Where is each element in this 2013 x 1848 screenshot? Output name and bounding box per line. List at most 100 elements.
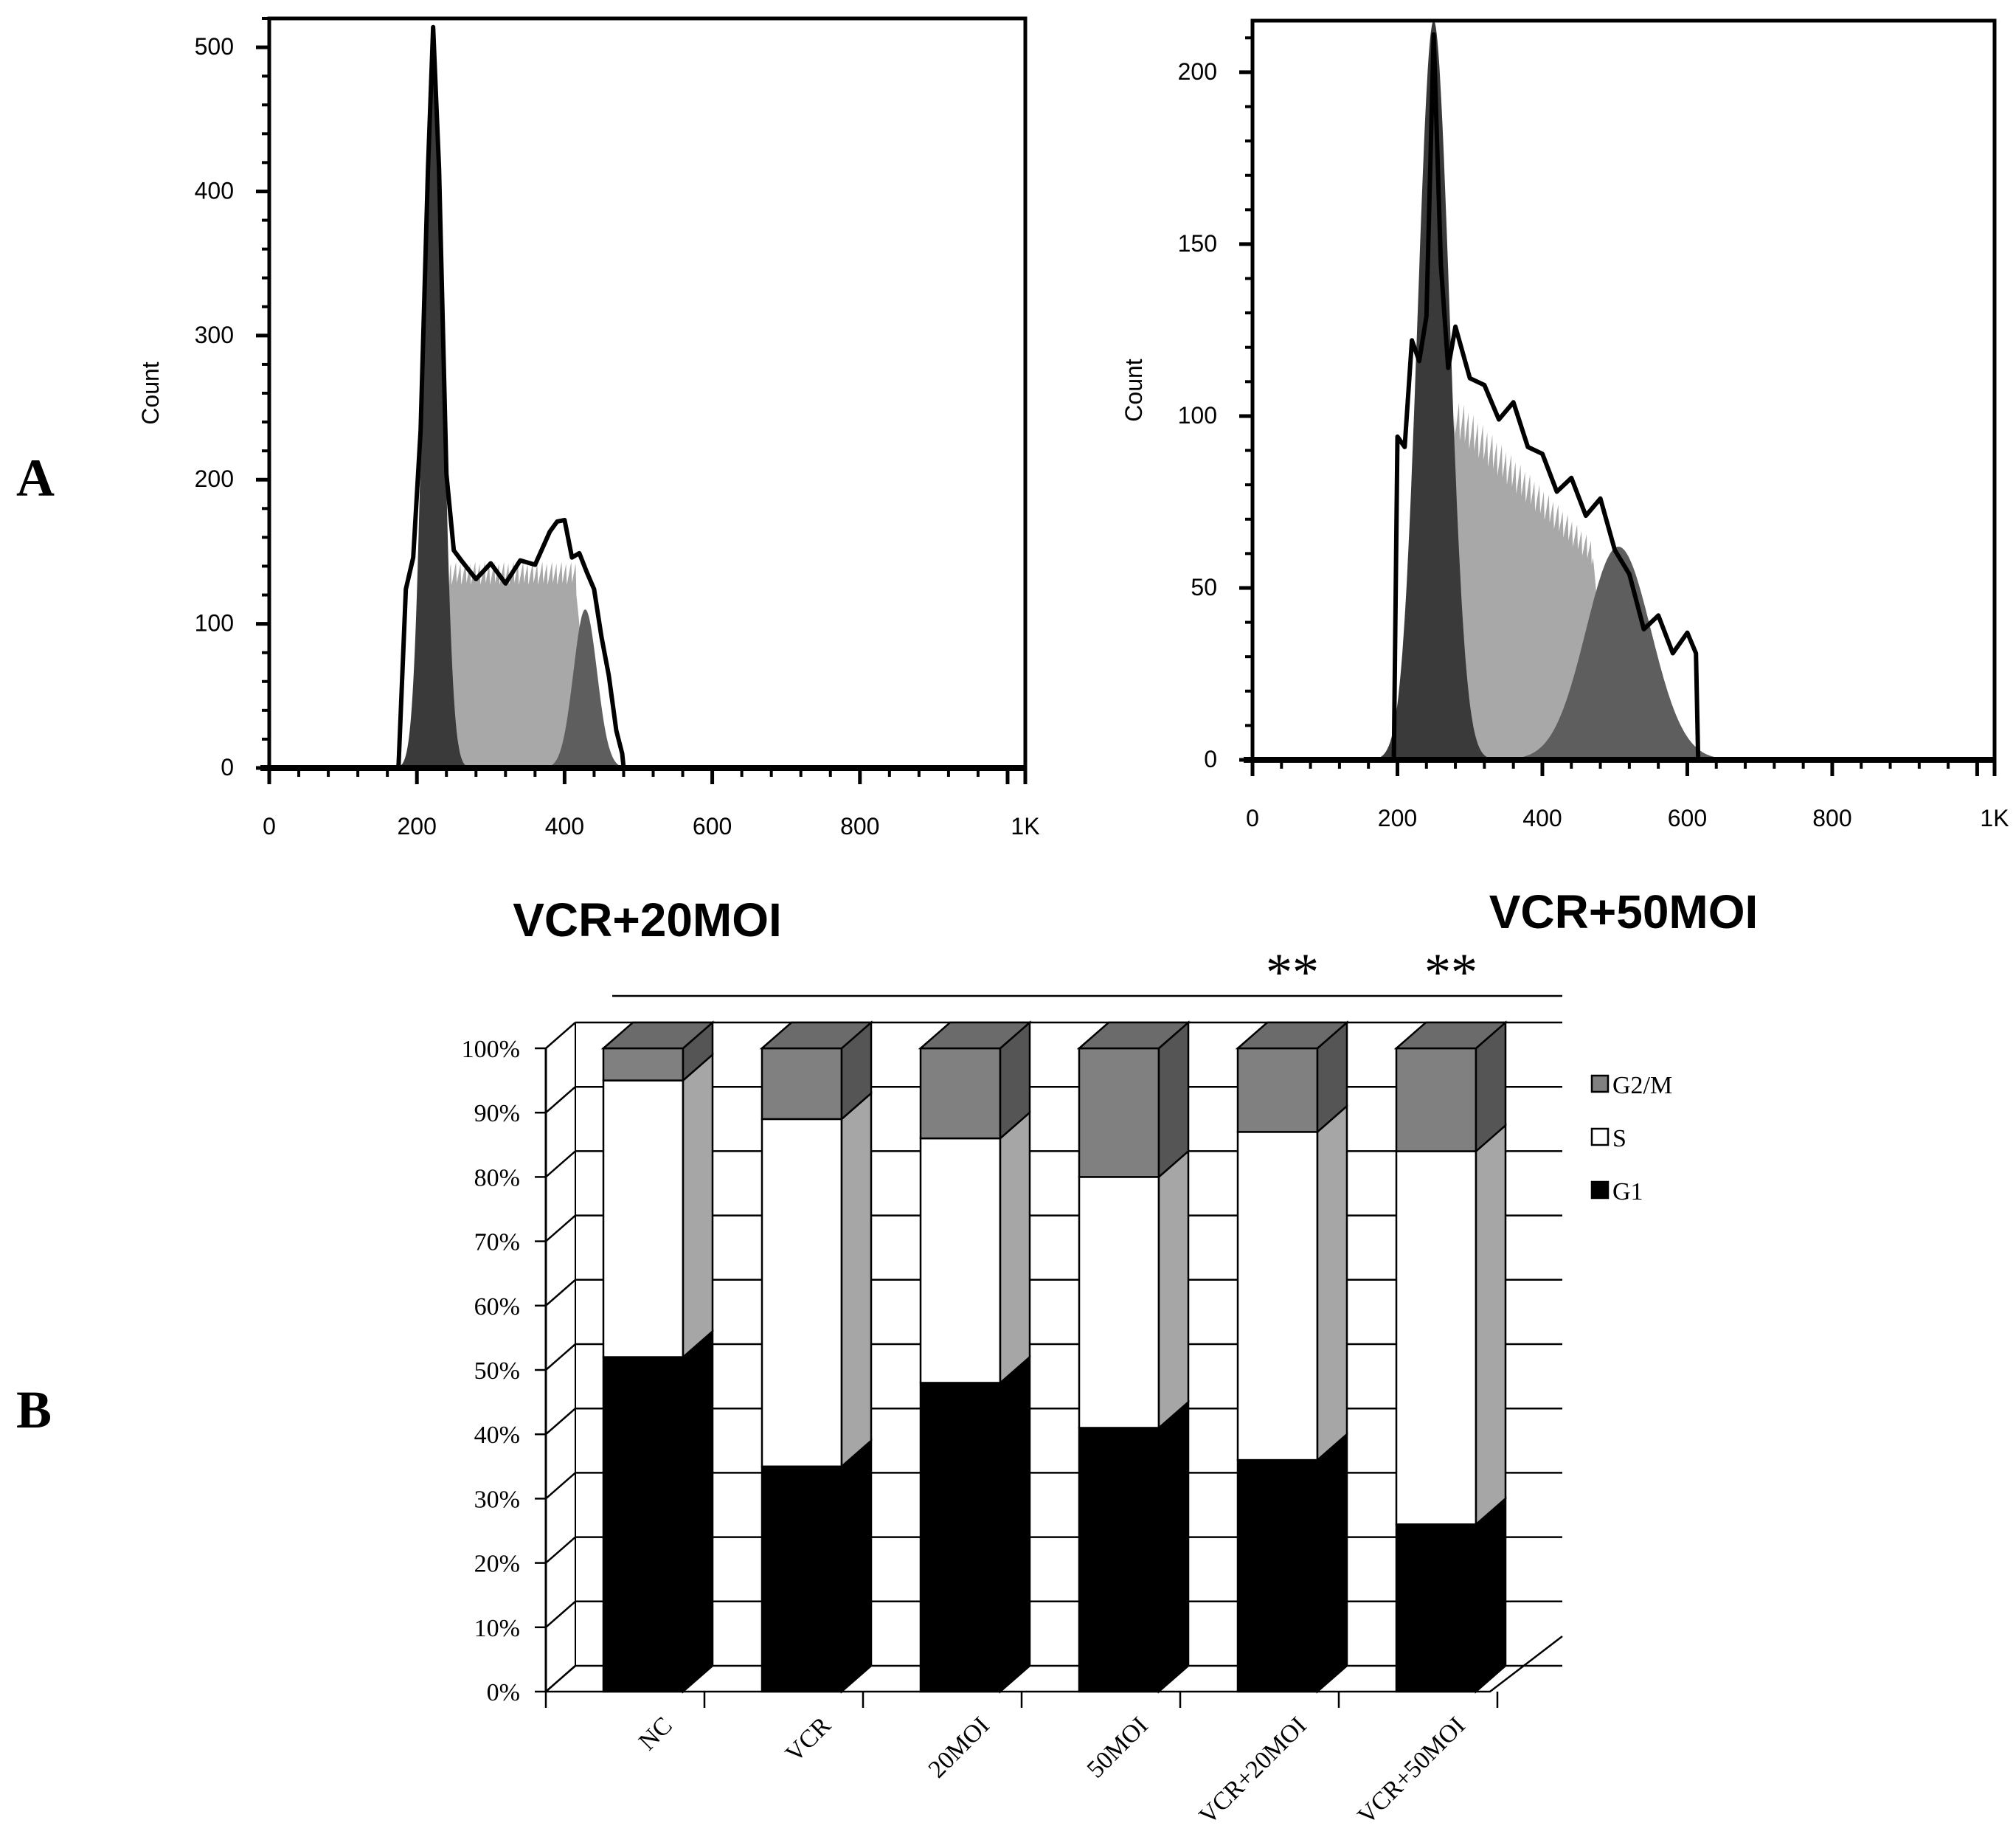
hist-outline xyxy=(269,24,1025,770)
hist-fill-g1 xyxy=(1370,21,1498,760)
hist-fill-g2m xyxy=(1488,547,1749,760)
hist-fill-s xyxy=(1442,402,1607,760)
bar-g1-front xyxy=(1395,1523,1477,1693)
bar-g2m-front xyxy=(919,1047,1002,1140)
bar-g1-front xyxy=(1236,1458,1319,1693)
y-tick-label: 300 xyxy=(195,322,234,348)
bar-s-side xyxy=(682,1052,714,1360)
bar-g1-side xyxy=(1157,1399,1190,1694)
gridline-side xyxy=(545,1214,576,1242)
legend-label: G1 xyxy=(1612,1178,1643,1205)
bar-g1-side xyxy=(840,1439,873,1694)
hist-outline xyxy=(1253,32,1995,762)
y-tick-label: 500 xyxy=(195,33,234,60)
x-tick-label: 600 xyxy=(693,813,732,840)
bar-top xyxy=(1076,1021,1191,1050)
gridline-side xyxy=(545,1150,576,1178)
bar-g2m-front xyxy=(760,1047,843,1121)
y-tick-label: 0 xyxy=(1204,746,1217,772)
x-tick-label: 400 xyxy=(545,813,584,840)
hist-fill-s xyxy=(437,561,589,768)
bar-s-front xyxy=(602,1079,685,1358)
y-tick-label: 10% xyxy=(474,1615,520,1642)
y-tick-label: 20% xyxy=(474,1551,520,1578)
x-tick-label: VCR+50MOI xyxy=(1353,1712,1471,1830)
bar-top xyxy=(759,1021,874,1050)
y-tick-label: 400 xyxy=(195,177,234,204)
bar-s-front xyxy=(1395,1150,1477,1526)
plot-frame xyxy=(267,16,1028,770)
bar-s-front xyxy=(1236,1131,1319,1461)
histogram-vcr-20moi: 0 100 200 300 400 500 0 200 400 600 800 1K Count VCR+… xyxy=(137,16,1040,947)
y-tick-label: 70% xyxy=(474,1229,520,1256)
significance-marker: ** xyxy=(1424,943,1477,1002)
bar-g2m-front xyxy=(1236,1047,1319,1133)
legend-swatch-g2m xyxy=(1590,1074,1610,1093)
bar-g2m-front xyxy=(1078,1047,1160,1178)
bar-s-front xyxy=(1078,1176,1160,1429)
bar-s-side xyxy=(1475,1123,1507,1527)
panel-label-a: A xyxy=(16,449,55,508)
y-tick-label: 50% xyxy=(474,1357,520,1385)
legend-label: G2/M xyxy=(1612,1072,1672,1099)
x-tick-label: 200 xyxy=(398,813,437,840)
bar-g2m-front xyxy=(1395,1047,1477,1152)
y-tick-label: 200 xyxy=(1178,58,1217,85)
hist-fill-g1 xyxy=(395,32,472,768)
y-tick-label: 100 xyxy=(1178,402,1217,429)
x-tick-label: 200 xyxy=(1378,805,1417,831)
gridline-side xyxy=(545,1343,576,1371)
y-tick-label: 0% xyxy=(487,1679,520,1706)
x-tick-label: 50MOI xyxy=(1082,1712,1154,1783)
bar-g1-front xyxy=(1078,1427,1160,1693)
x-tick-label: 0 xyxy=(263,813,276,840)
y-tick-label: 0 xyxy=(221,754,234,781)
panel-label-b: B xyxy=(16,1380,52,1439)
y-tick-label: 150 xyxy=(1178,230,1217,257)
legend-swatch-g1 xyxy=(1590,1180,1610,1200)
y-tick-label: 50 xyxy=(1191,574,1217,601)
y-tick-label: 200 xyxy=(195,466,234,492)
bar-s-side xyxy=(1157,1149,1190,1430)
x-tick-label: 1K xyxy=(1980,805,2009,831)
bar-s-side xyxy=(840,1091,873,1469)
gridline-side xyxy=(545,1022,576,1049)
bar-s-side xyxy=(1316,1104,1348,1462)
bar-g1-front xyxy=(919,1382,1002,1693)
gridline-side xyxy=(545,1600,576,1628)
bar-s-side xyxy=(999,1110,1031,1385)
bar-s-front xyxy=(919,1137,1002,1384)
bar-g2m-front xyxy=(602,1047,685,1082)
bar-top xyxy=(918,1021,1033,1050)
y-tick-label: 100 xyxy=(195,610,234,637)
x-tick-label: 800 xyxy=(840,813,879,840)
bar-g1-front xyxy=(602,1356,685,1693)
x-tick-label: 1K xyxy=(1011,813,1039,840)
gridline-side xyxy=(545,1536,576,1564)
hist-fill-g2m xyxy=(538,609,633,768)
x-tick-label: 400 xyxy=(1522,805,1562,831)
x-tick-label: VCR xyxy=(780,1712,836,1768)
bar-top xyxy=(600,1021,716,1050)
bar-s-front xyxy=(760,1118,843,1468)
gridline-side xyxy=(545,1086,576,1114)
gridline-side xyxy=(545,1472,576,1500)
bar-g1-front xyxy=(760,1465,843,1693)
bar-g1-side xyxy=(1475,1496,1507,1694)
x-tick-label: 20MOI xyxy=(924,1712,995,1783)
x-tick-label: 800 xyxy=(1812,805,1851,831)
y-tick-label: 30% xyxy=(474,1486,520,1513)
bar-g1-side xyxy=(999,1354,1031,1694)
y-tick-label: 90% xyxy=(474,1100,520,1127)
y-tick-label: 100% xyxy=(462,1036,520,1063)
y-axis-label: Count xyxy=(137,361,164,425)
gridline-side xyxy=(545,1278,576,1307)
x-tick-label: 0 xyxy=(1246,805,1259,831)
stacked-bar-chart-cell-cycle: 0% 10% 20% 30% 40% 50% 60% 70% 80% 90% 100% NC VCR 20… xyxy=(462,943,1673,1830)
y-tick-label: 60% xyxy=(474,1293,520,1321)
bar-top xyxy=(1393,1021,1508,1050)
bar-g1-side xyxy=(1316,1432,1348,1694)
x-tick-label: VCR+20MOI xyxy=(1194,1712,1312,1830)
bar-top xyxy=(1235,1021,1350,1050)
